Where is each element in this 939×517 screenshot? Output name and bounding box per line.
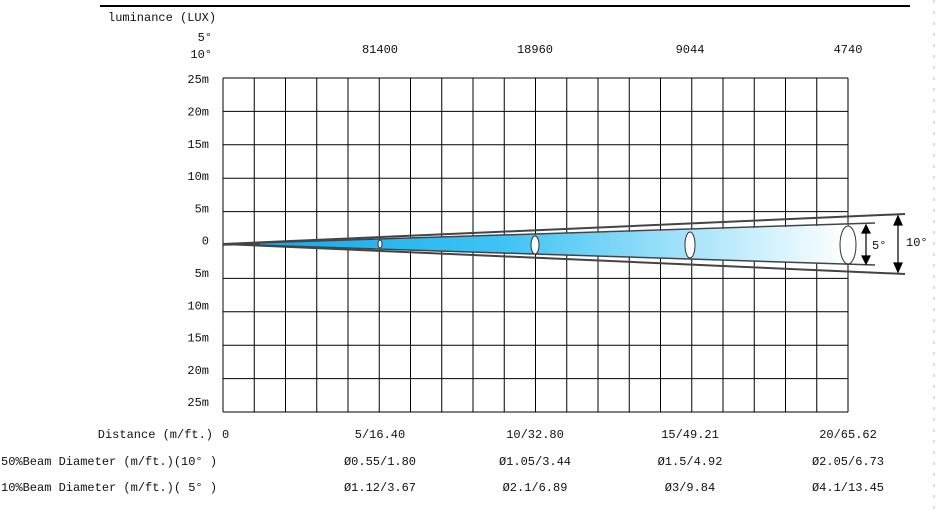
y-label: 20m — [187, 364, 209, 378]
lux-value: 4740 — [834, 43, 863, 57]
row-value: 20/65.62 — [819, 428, 877, 442]
row-value: 5/16.40 — [355, 428, 405, 442]
angle-arrows — [861, 214, 903, 274]
row-label: 10%Beam Diameter (m/ft.)( 5° ) — [1, 481, 217, 495]
y-label: 0 — [202, 235, 209, 249]
row-value: Ø2.1/6.89 — [503, 481, 568, 495]
row-value: Ø1.5/4.92 — [658, 455, 723, 469]
row-label: 50%Beam Diameter (m/ft.)(10° ) — [1, 455, 217, 469]
y-label: 10m — [187, 299, 209, 313]
row-value: Ø2.05/6.73 — [812, 455, 884, 469]
y-label: 10m — [187, 170, 209, 184]
lux-value: 18960 — [517, 43, 553, 57]
y-label: 5m — [195, 267, 209, 281]
row-value: 0 — [222, 428, 229, 442]
row-value: Ø4.1/13.45 — [812, 481, 884, 495]
beam-label: 10° — [906, 236, 928, 250]
beam-ellipses — [377, 225, 857, 265]
row-value: Ø3/9.84 — [665, 481, 715, 495]
y-label: 20m — [187, 105, 209, 119]
row-value: 10/32.80 — [506, 428, 564, 442]
angle-label: 5° — [198, 31, 212, 45]
row-value: 15/49.21 — [661, 428, 719, 442]
y-label: 25m — [187, 73, 209, 87]
row-value: Ø0.55/1.80 — [344, 455, 416, 469]
title: luminance (LUX) — [108, 11, 216, 25]
row-value: Ø1.05/3.44 — [499, 455, 571, 469]
beam-lines — [222, 213, 906, 275]
lux-value: 81400 — [362, 43, 398, 57]
angle-label: 10° — [190, 48, 212, 62]
y-label: 15m — [187, 138, 209, 152]
y-label: 5m — [195, 202, 209, 216]
y-label: 25m — [187, 396, 209, 410]
beam-label: 5° — [872, 239, 886, 253]
y-label: 15m — [187, 332, 209, 346]
row-value: Ø1.12/3.67 — [344, 481, 416, 495]
lux-value: 9044 — [676, 43, 705, 57]
row-label: Distance (m/ft.) — [98, 428, 213, 442]
